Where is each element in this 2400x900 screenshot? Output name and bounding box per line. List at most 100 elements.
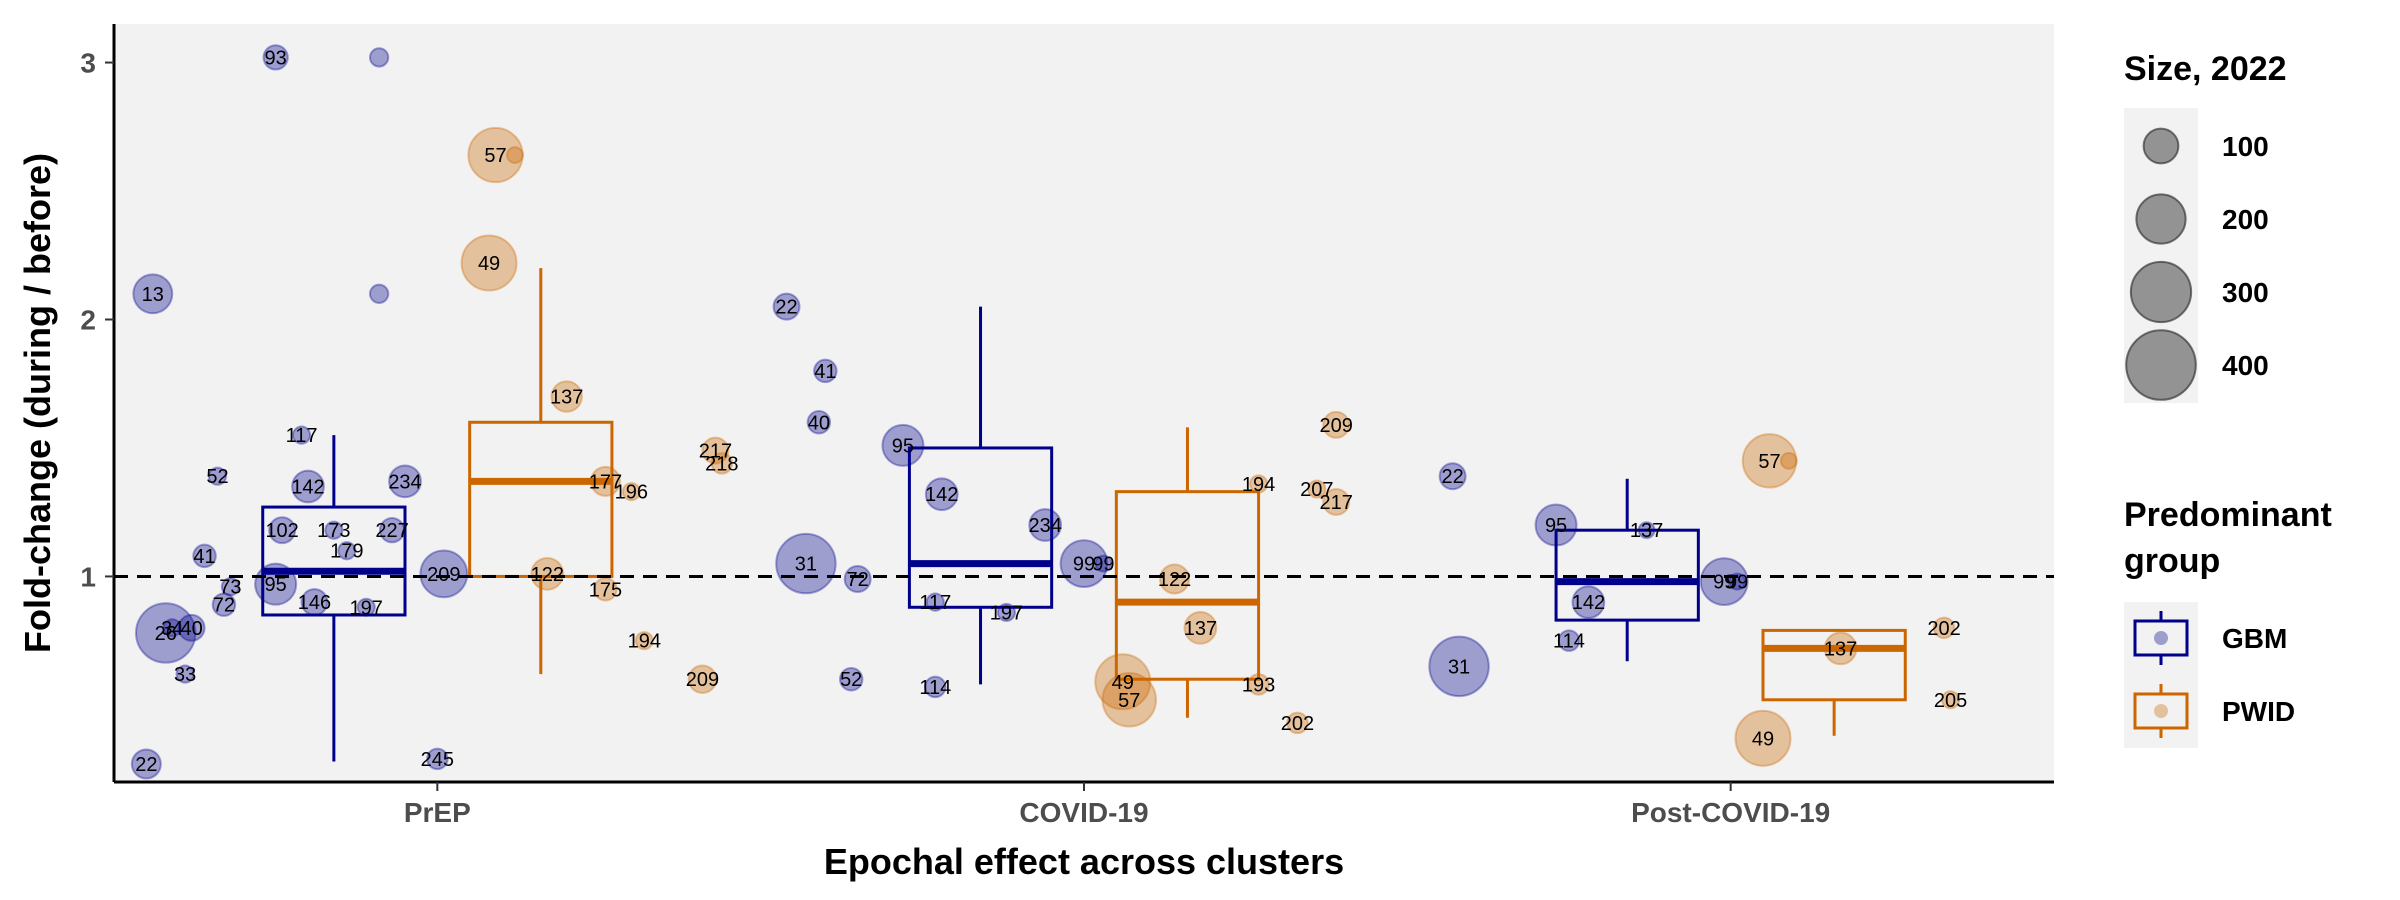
data-point-label: 102 — [265, 520, 298, 542]
color-legend-title-line-2: group — [2124, 542, 2220, 580]
data-point — [368, 283, 390, 304]
data-point — [467, 126, 524, 184]
data-point-label: 49 — [1112, 672, 1134, 694]
data-point — [368, 47, 390, 68]
legend-key-point — [2154, 704, 2168, 718]
legend-key-point — [2154, 631, 2168, 645]
data-point-label: 137 — [1184, 618, 1217, 640]
data-point — [1932, 616, 1956, 640]
data-point-label: 57 — [484, 145, 506, 167]
data-point — [262, 44, 289, 71]
data-point-label: 99 — [1726, 572, 1748, 594]
data-point-label: 217 — [699, 441, 732, 463]
y-tick-label: 1 — [80, 561, 96, 592]
data-point — [419, 549, 469, 599]
data-point — [1101, 672, 1158, 728]
data-point-label: 209 — [427, 564, 460, 586]
data-point-label: 137 — [1630, 520, 1663, 542]
data-point — [621, 482, 641, 502]
size-legend-label: 200 — [2222, 204, 2269, 235]
data-point — [324, 520, 344, 540]
data-point-label: 95 — [1545, 515, 1567, 537]
data-point-label: 114 — [919, 677, 951, 699]
size-legend-label: 100 — [2222, 131, 2269, 162]
data-point-label: 72 — [847, 569, 869, 591]
data-point — [1286, 711, 1309, 735]
data-point-label: 41 — [814, 361, 836, 383]
data-point — [1094, 653, 1152, 711]
box-prep-gbm — [261, 435, 407, 762]
data-point-label: 117 — [286, 425, 318, 447]
data-point — [813, 358, 838, 384]
data-point-label: 137 — [550, 387, 583, 409]
data-point — [460, 234, 518, 292]
data-point-label: 227 — [375, 520, 408, 542]
data-point-label: 234 — [1029, 515, 1062, 537]
data-point-label: 41 — [193, 546, 215, 568]
data-point-label: 57 — [1758, 451, 1780, 473]
data-point — [1059, 539, 1109, 588]
data-point-label: 52 — [206, 466, 228, 488]
data-point — [881, 423, 925, 467]
data-point — [838, 666, 864, 692]
data-point-label: 33 — [174, 664, 196, 686]
data-point — [924, 675, 947, 699]
data-point — [337, 541, 357, 561]
data-point-label: 142 — [925, 484, 958, 506]
data-point-label: 217 — [1320, 492, 1353, 514]
size-legend-circle — [2142, 127, 2180, 165]
y-tick-label: 3 — [80, 48, 96, 79]
data-point-label: 13 — [142, 284, 164, 306]
data-point — [806, 410, 832, 435]
data-point-label: 175 — [589, 579, 622, 601]
data-point — [1940, 690, 1961, 710]
data-point — [162, 618, 182, 638]
data-point — [132, 273, 174, 315]
box-covid-19-pwid — [1114, 427, 1261, 718]
data-point-label: 207 — [1300, 479, 1333, 501]
data-point-label: 194 — [1242, 474, 1275, 496]
data-point-label: 72 — [213, 595, 235, 617]
data-point-label: 95 — [892, 435, 914, 457]
labels-layer: 93 13 117 52 142 234 102 173 227 179 41 209 95 73 146 1… — [135, 47, 1967, 776]
data-point — [130, 748, 162, 780]
data-point — [1741, 433, 1798, 489]
data-point — [843, 565, 872, 593]
data-point-label: 117 — [919, 592, 951, 614]
data-point-label: 26 — [155, 623, 177, 645]
data-point-label: 202 — [1281, 713, 1314, 735]
color-legend-label: PWID — [2222, 696, 2295, 727]
data-point — [1438, 462, 1467, 491]
size-legend-circle — [2135, 193, 2187, 245]
x-tick-label: Post-COVID-19 — [1631, 797, 1830, 828]
data-point — [550, 380, 583, 413]
data-point-label: 99 — [1713, 572, 1735, 594]
legend-key-box — [2133, 692, 2189, 730]
box-covid-19-gbm — [907, 306, 1054, 685]
data-point-label: 122 — [1158, 569, 1191, 591]
box-post-covid-19-gbm — [1554, 478, 1700, 662]
boxes-layer — [261, 268, 1907, 762]
data-point — [1159, 563, 1191, 595]
data-point-label: 202 — [1927, 618, 1960, 640]
data-point — [1699, 557, 1749, 606]
data-point-label: 218 — [705, 453, 738, 475]
y-axis-title: Fold-change (during / before) — [17, 153, 58, 653]
data-point — [1557, 629, 1581, 652]
box-iqr — [1114, 490, 1261, 681]
size-legend-circle — [2129, 260, 2193, 324]
data-point — [1307, 479, 1327, 499]
data-point-label: 122 — [531, 564, 564, 586]
x-tick-label: PrEP — [404, 797, 471, 828]
data-point-label: 99 — [1073, 554, 1095, 576]
data-point-label: 22 — [775, 297, 797, 319]
data-point — [687, 664, 718, 694]
color-legend-label: GBM — [2222, 623, 2287, 654]
data-point-label: 49 — [1752, 728, 1774, 750]
color-legend: Predominant group GBM PWID — [2124, 496, 2332, 748]
data-point-label: 31 — [795, 554, 817, 576]
data-point — [426, 747, 449, 771]
data-point — [291, 469, 325, 504]
size-legend-items: 100 200 300 400 — [2125, 127, 2269, 401]
data-point — [1322, 410, 1351, 439]
